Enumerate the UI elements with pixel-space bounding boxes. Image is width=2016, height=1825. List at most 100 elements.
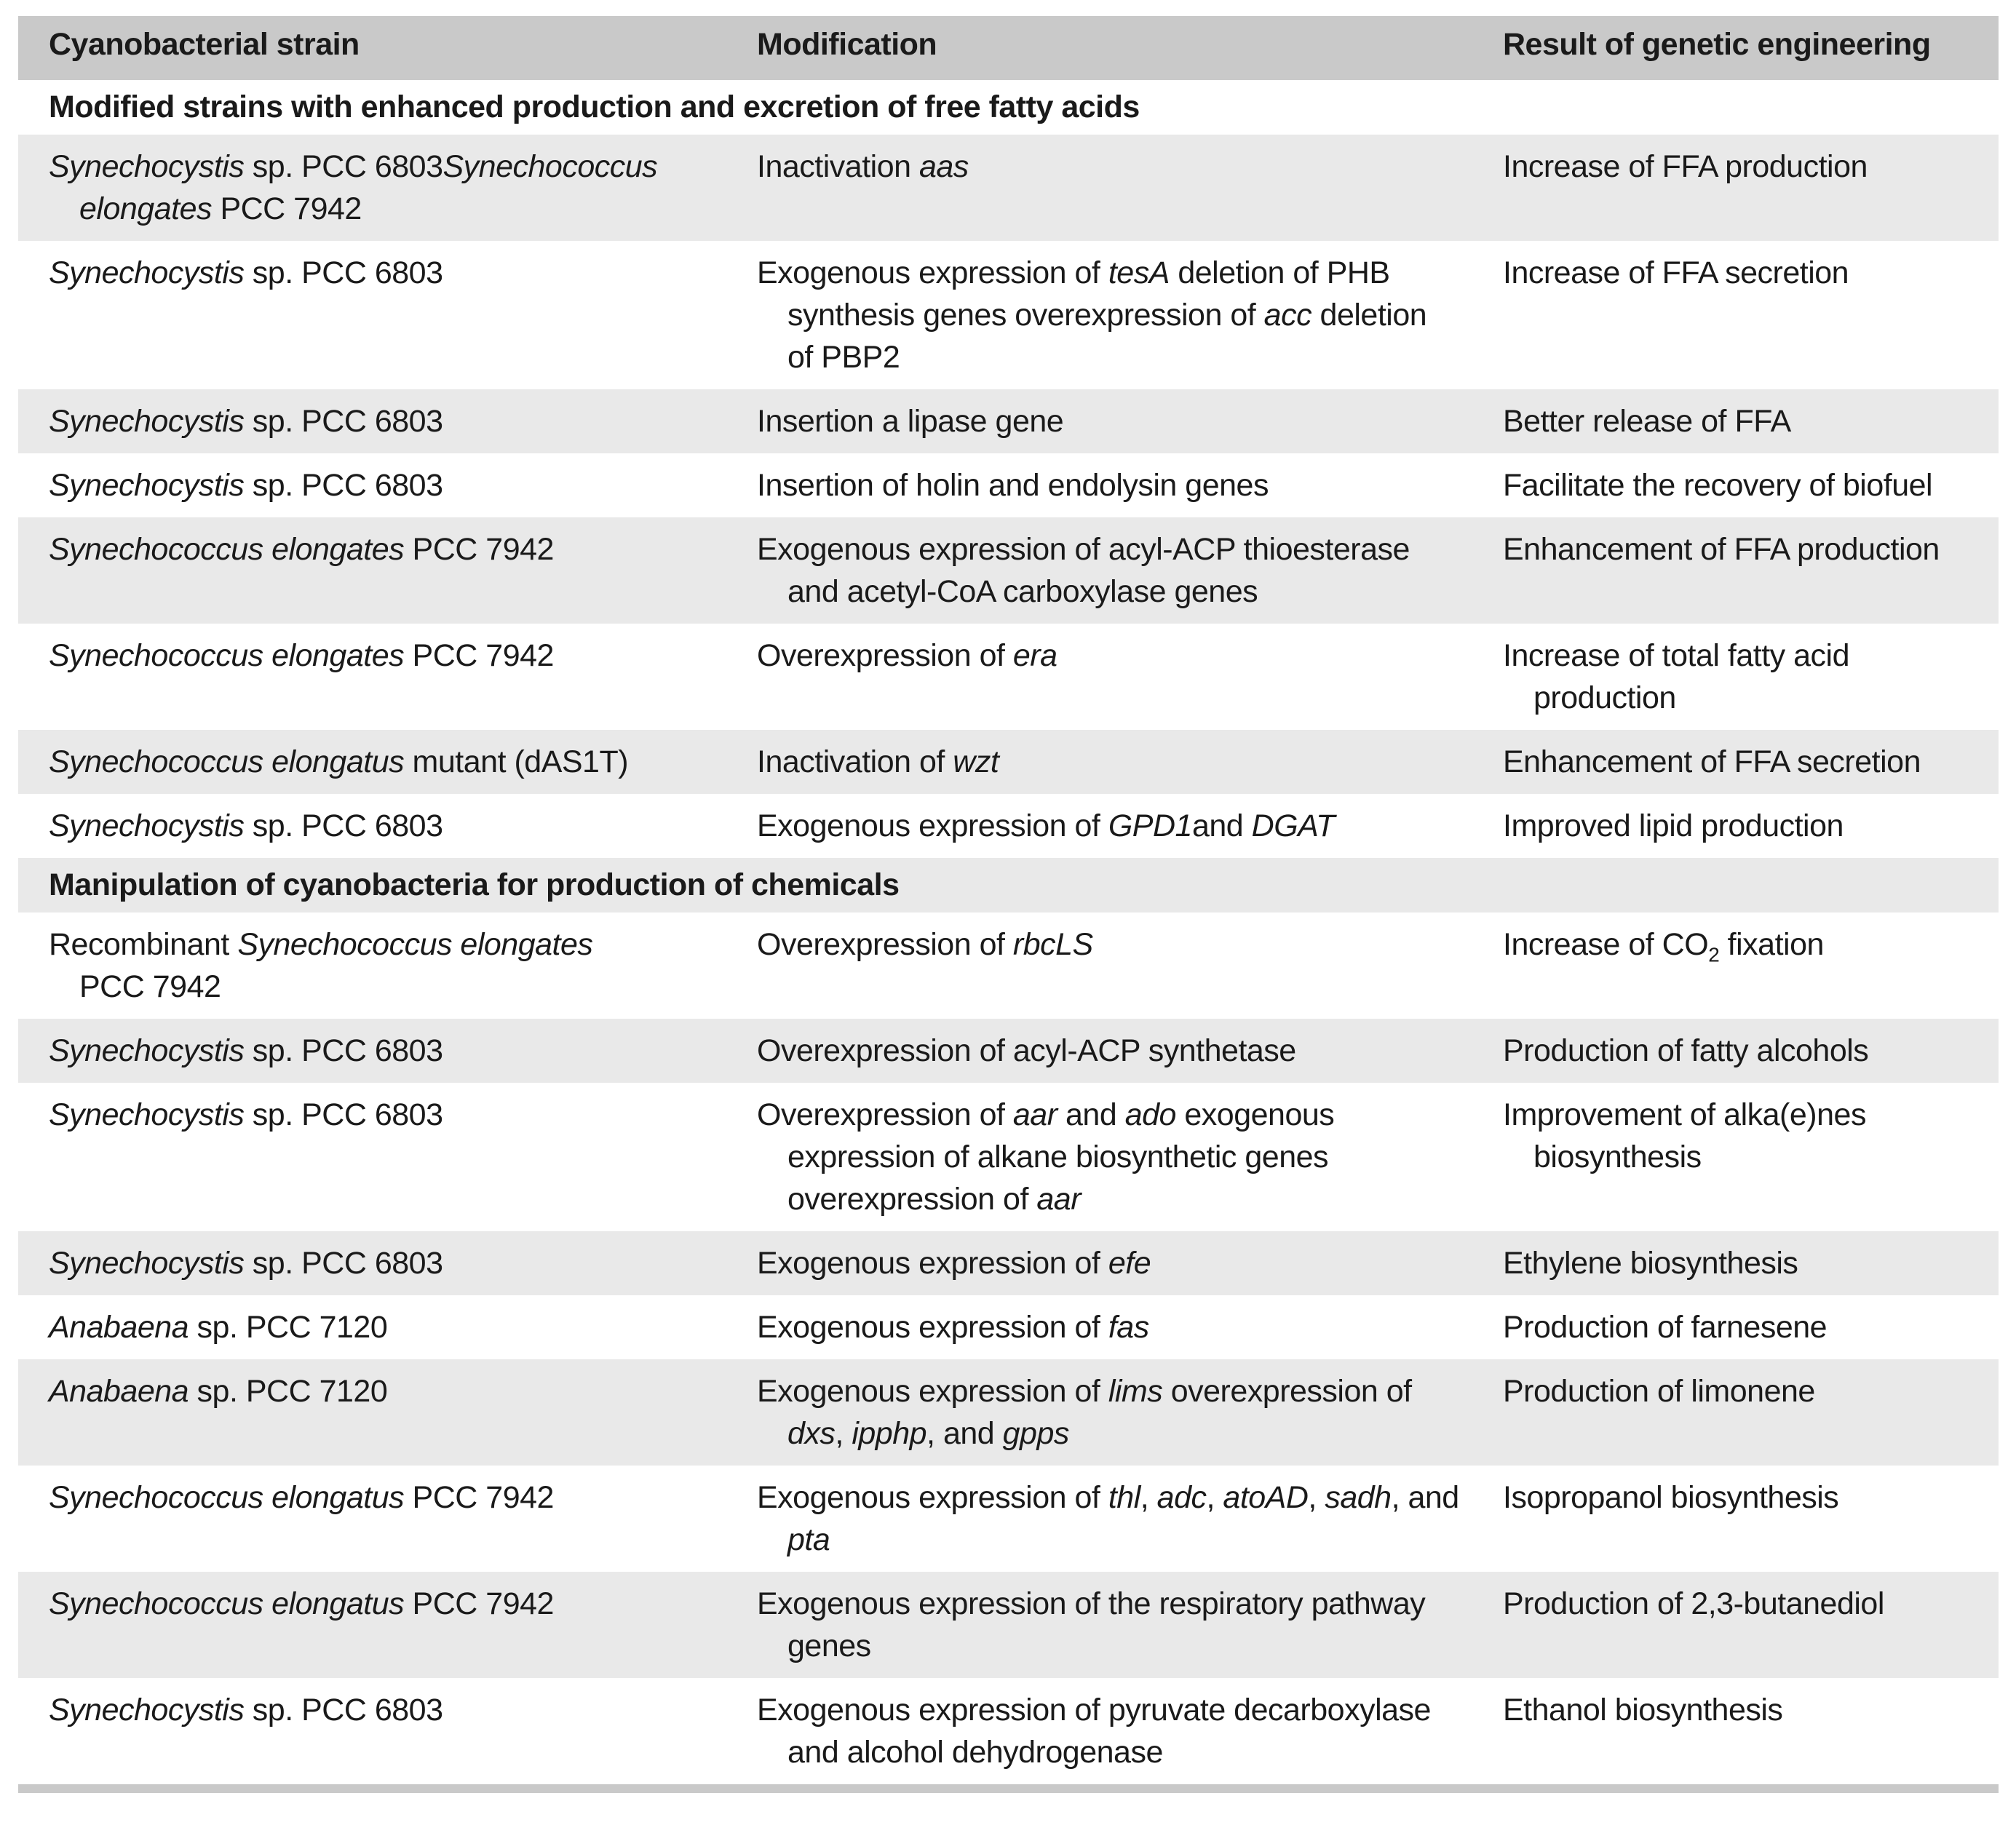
cell-line: Exogenous expression of thl, adc, atoAD,…: [757, 1476, 1503, 1519]
cell-line: Exogenous expression of acyl-ACP thioest…: [757, 528, 1503, 570]
text-segment: Enhancement of FFA secretion: [1503, 744, 1921, 779]
cell-line: Production of limonene: [1503, 1370, 1981, 1412]
strain-cell: Synechococcus elongatus PCC 7942: [49, 1476, 757, 1561]
modification-cell: Exogenous expression of thl, adc, atoAD,…: [757, 1476, 1503, 1561]
modification-cell: Inactivation of wzt: [757, 741, 1503, 783]
text-segment: Insertion of holin and endolysin genes: [757, 468, 1269, 503]
text-segment: sp. PCC 6803: [244, 1246, 443, 1281]
cell-line: Synechocystis sp. PCC 6803: [49, 805, 757, 847]
text-segment: and: [1057, 1097, 1125, 1132]
text-segment: Synechococcus: [443, 149, 658, 184]
text-segment: Synechococcus elongatus: [49, 1586, 405, 1621]
cell-line: Enhancement of FFA secretion: [1503, 741, 1981, 783]
table-row: Synechococcus elongates PCC 7942 Overexpr…: [18, 624, 1999, 730]
text-segment: Synechococcus elongatus: [49, 744, 405, 779]
cell-line: Synechococcus elongatus PCC 7942: [49, 1583, 757, 1625]
strain-cell: Synechocystis sp. PCC 6803: [49, 1094, 757, 1220]
strain-cell: Synechocystis sp. PCC 6803: [49, 1689, 757, 1773]
modification-cell: Exogenous expression of pyruvate decarbo…: [757, 1689, 1503, 1773]
text-segment: Synechocystis: [49, 468, 245, 503]
cell-line: Synechocystis sp. PCC 6803: [49, 464, 757, 506]
text-segment: tesA: [1108, 255, 1170, 290]
text-segment: lims: [1108, 1374, 1163, 1409]
text-segment: Exogenous expression of acyl-ACP thioest…: [757, 532, 1410, 567]
cell-line: Synechococcus elongatus PCC 7942: [49, 1476, 757, 1519]
text-segment: Increase of FFA production: [1503, 149, 1868, 184]
strain-cell: Synechococcus elongates PCC 7942: [49, 635, 757, 719]
text-segment: mutant (dAS1T): [404, 744, 629, 779]
text-segment: efe: [1108, 1246, 1151, 1281]
text-segment: PCC 7942: [404, 638, 555, 673]
text-segment: sp. PCC 6803: [244, 149, 443, 184]
cell-line: Exogenous expression of lims overexpress…: [757, 1370, 1503, 1412]
text-segment: overexpression of: [1162, 1374, 1412, 1409]
cell-line: Inactivation of wzt: [757, 741, 1503, 783]
text-segment: Exogenous expression of pyruvate decarbo…: [757, 1693, 1431, 1727]
table-row: Recombinant Synechococcus elongates PCC 7…: [18, 912, 1999, 1019]
cell-line: Synechococcus elongates PCC 7942: [49, 528, 757, 570]
table-row: Anabaena sp. PCC 7120 Exogenous expressio…: [18, 1295, 1999, 1359]
cell-line: PCC 7942: [79, 966, 757, 1008]
text-segment: adc: [1156, 1480, 1207, 1515]
text-segment: sp. PCC 6803: [244, 1097, 443, 1132]
section-header-row: Modified strains with enhanced productio…: [18, 80, 1999, 135]
cell-line: Overexpression of acyl-ACP synthetase: [757, 1030, 1503, 1072]
table-row: Synechocystis sp. PCC 6803 Exogenous expr…: [18, 794, 1999, 858]
strain-cell: Synechocystis sp. PCC 6803: [49, 805, 757, 847]
text-segment: rbcLS: [1012, 927, 1093, 962]
strain-cell: Synechocystis sp. PCC 6803: [49, 464, 757, 506]
cell-line: Improvement of alka(e)nes: [1503, 1094, 1981, 1136]
text-segment: atoAD: [1223, 1480, 1309, 1515]
text-segment: Improvement of alka(e)nes: [1503, 1097, 1866, 1132]
text-segment: acc: [1263, 298, 1312, 333]
text-segment: Increase of FFA secretion: [1503, 255, 1849, 290]
text-segment: overexpression of: [787, 1182, 1037, 1217]
text-segment: 2: [1708, 943, 1720, 966]
text-segment: Anabaena: [49, 1374, 189, 1409]
cell-line: Ethylene biosynthesis: [1503, 1242, 1981, 1284]
text-segment: Synechocystis: [49, 1033, 245, 1068]
text-segment: PCC 7942: [404, 1480, 555, 1515]
text-segment: sp. PCC 6803: [244, 404, 443, 439]
table-row: Synechococcus elongatus PCC 7942 Exogenou…: [18, 1466, 1999, 1572]
text-segment: Isopropanol biosynthesis: [1503, 1480, 1839, 1515]
modification-cell: Insertion a lipase gene: [757, 400, 1503, 442]
text-segment: Improved lipid production: [1503, 808, 1844, 843]
text-segment: Exogenous expression of: [757, 255, 1108, 290]
modification-cell: Exogenous expression of lims overexpress…: [757, 1370, 1503, 1455]
result-cell: Production of 2,3-butanediol: [1503, 1583, 1981, 1667]
strain-cell: Synechocystis sp. PCC 6803: [49, 400, 757, 442]
cell-line: Synechococcus elongatus mutant (dAS1T): [49, 741, 757, 783]
text-segment: Ethanol biosynthesis: [1503, 1693, 1783, 1727]
result-cell: Enhancement of FFA secretion: [1503, 741, 1981, 783]
text-segment: aar: [1036, 1182, 1082, 1217]
table-row: Synechococcus elongatus mutant (dAS1T) In…: [18, 730, 1999, 794]
strain-cell: Synechocystis sp. PCC 6803: [49, 1242, 757, 1284]
text-segment: expression of alkane biosynthetic genes: [787, 1140, 1329, 1174]
text-segment: Inactivation: [757, 149, 919, 184]
text-segment: ipphp: [852, 1416, 927, 1451]
table-row: Synechocystis sp. PCC 6803 Exogenous expr…: [18, 1231, 1999, 1295]
text-segment: Exogenous expression of: [757, 808, 1108, 843]
strain-cell: Synechocystis sp. PCC 6803: [49, 1030, 757, 1072]
result-cell: Production of limonene: [1503, 1370, 1981, 1455]
text-segment: Facilitate the recovery of biofuel: [1503, 468, 1933, 503]
cell-line: Production of fatty alcohols: [1503, 1030, 1981, 1072]
modification-cell: Exogenous expression of fas: [757, 1306, 1503, 1348]
column-header-modification: Modification: [757, 27, 937, 62]
table-row: Synechocystis sp. PCC 6803Synechococcus e…: [18, 135, 1999, 241]
cell-line: Synechocystis sp. PCC 6803: [49, 400, 757, 442]
text-segment: and alcohol dehydrogenase: [787, 1735, 1163, 1770]
table-body: Modified strains with enhanced productio…: [18, 80, 1999, 1784]
text-segment: Synechocystis: [49, 149, 245, 184]
table-bottom-border: [18, 1784, 1999, 1793]
cell-line: expression of alkane biosynthetic genes: [787, 1136, 1503, 1178]
text-segment: Inactivation of: [757, 744, 953, 779]
text-segment: DGAT: [1251, 808, 1336, 843]
cell-line: Exogenous expression of tesA deletion of…: [757, 252, 1503, 294]
cell-line: Overexpression of era: [757, 635, 1503, 677]
text-segment: fixation: [1719, 927, 1825, 962]
cell-line: genes: [787, 1625, 1503, 1667]
text-segment: Exogenous expression of: [757, 1310, 1108, 1345]
section-header-row: Manipulation of cyanobacteria for produc…: [18, 858, 1999, 912]
